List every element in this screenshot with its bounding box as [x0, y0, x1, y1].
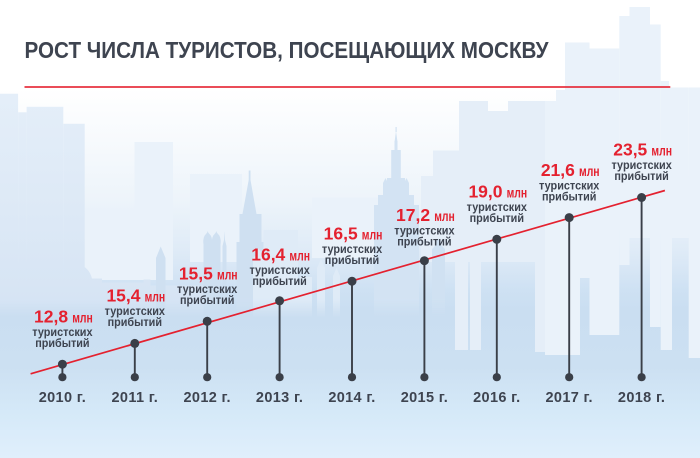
- svg-text:15,4: 15,4: [106, 286, 140, 306]
- svg-text:туристских: туристских: [249, 263, 309, 277]
- svg-text:туристских: туристских: [105, 304, 165, 318]
- svg-text:16,5: 16,5: [324, 223, 358, 243]
- svg-text:туристских: туристских: [611, 158, 671, 172]
- svg-text:16,4: 16,4: [251, 245, 285, 265]
- svg-text:прибытий: прибытий: [614, 169, 668, 183]
- svg-text:2010 г.: 2010 г.: [39, 390, 86, 406]
- svg-text:туристских: туристских: [539, 178, 599, 192]
- svg-text:туристских: туристских: [394, 224, 454, 238]
- svg-text:19,0: 19,0: [468, 182, 502, 202]
- svg-text:2018 г.: 2018 г.: [618, 390, 665, 406]
- svg-text:туристских: туристских: [467, 200, 527, 214]
- svg-text:млн: млн: [289, 248, 310, 264]
- svg-text:млн: млн: [72, 309, 93, 325]
- svg-text:2017 г.: 2017 г.: [546, 390, 593, 406]
- svg-text:РОСТ ЧИСЛА ТУРИСТОВ, ПОСЕЩАЮЩИ: РОСТ ЧИСЛА ТУРИСТОВ, ПОСЕЩАЮЩИХ МОСКВУ: [25, 37, 550, 63]
- svg-text:2011 г.: 2011 г.: [112, 390, 159, 406]
- svg-text:12,8: 12,8: [34, 306, 68, 326]
- svg-text:млн: млн: [434, 208, 455, 224]
- svg-text:прибытий: прибытий: [108, 315, 162, 329]
- svg-text:млн: млн: [579, 163, 600, 179]
- svg-text:млн: млн: [507, 185, 528, 201]
- svg-text:2013 г.: 2013 г.: [256, 390, 303, 406]
- svg-text:2015 г.: 2015 г.: [401, 390, 448, 406]
- svg-text:17,2: 17,2: [396, 205, 430, 225]
- svg-text:15,5: 15,5: [179, 264, 213, 284]
- svg-text:туристских: туристских: [177, 282, 237, 296]
- svg-text:прибытий: прибытий: [35, 336, 89, 350]
- svg-text:туристских: туристских: [32, 325, 92, 339]
- svg-text:прибытий: прибытий: [325, 253, 379, 267]
- svg-text:2014 г.: 2014 г.: [328, 390, 375, 406]
- svg-text:прибытий: прибытий: [542, 189, 596, 203]
- svg-text:туристских: туристских: [322, 242, 382, 256]
- svg-text:2016 г.: 2016 г.: [473, 390, 520, 406]
- svg-text:прибытий: прибытий: [470, 211, 524, 225]
- svg-text:23,5: 23,5: [613, 140, 647, 160]
- svg-text:прибытий: прибытий: [252, 274, 306, 288]
- svg-text:млн: млн: [651, 143, 672, 159]
- svg-text:прибытий: прибытий: [180, 293, 234, 307]
- svg-text:млн: млн: [362, 226, 383, 242]
- svg-text:млн: млн: [145, 289, 166, 305]
- svg-text:21,6: 21,6: [541, 160, 575, 180]
- svg-text:млн: млн: [217, 267, 238, 283]
- svg-text:прибытий: прибытий: [397, 235, 451, 249]
- svg-text:2012 г.: 2012 г.: [184, 390, 231, 406]
